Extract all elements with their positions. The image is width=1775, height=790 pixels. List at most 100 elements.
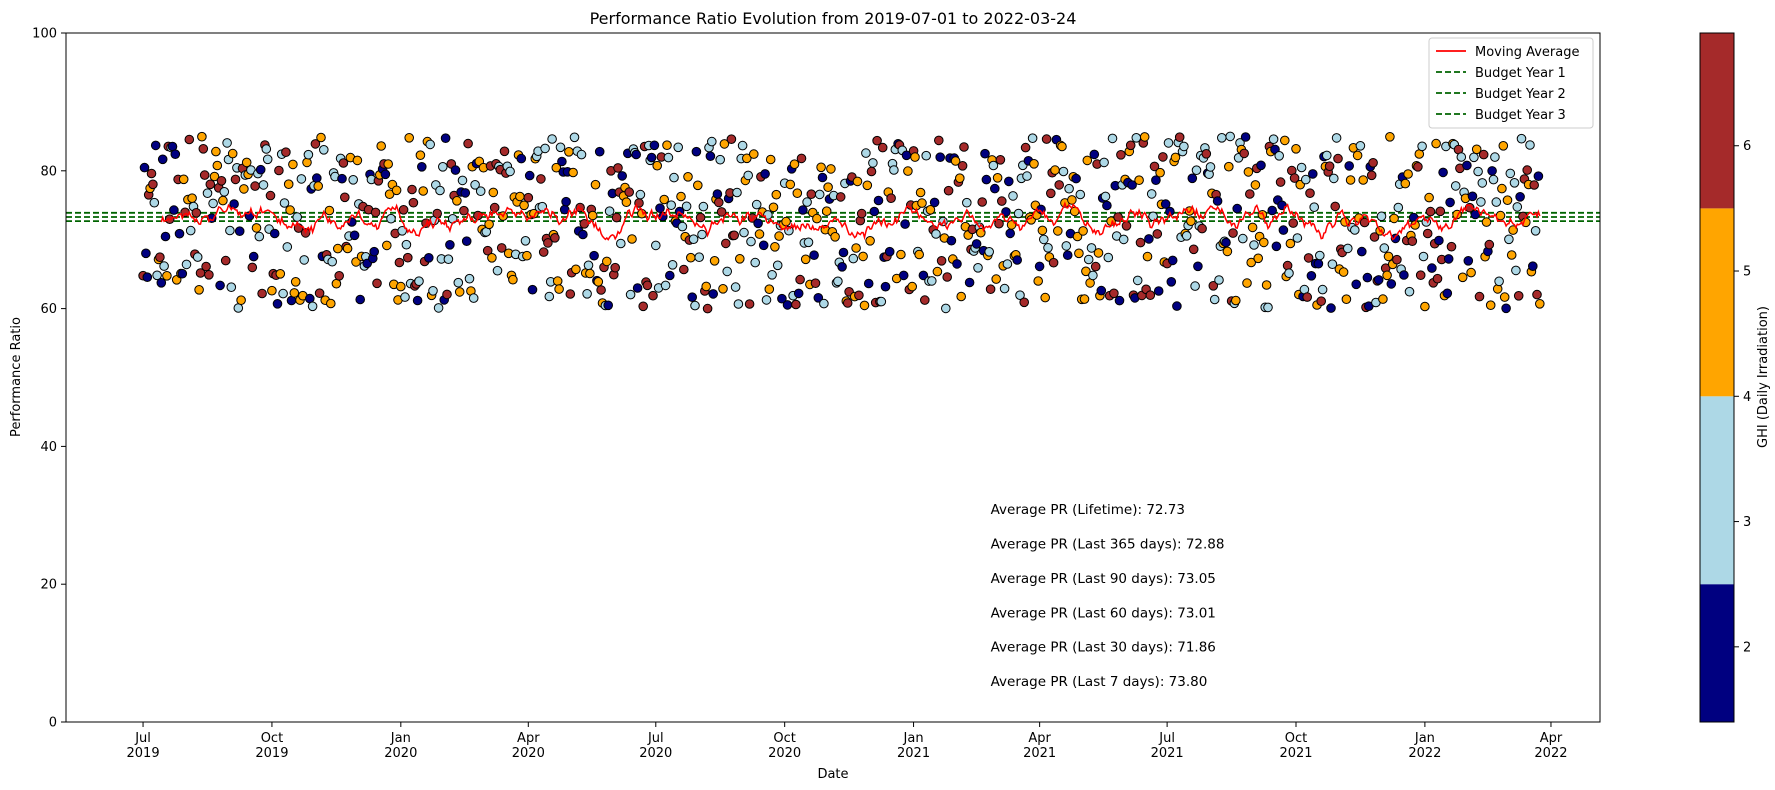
scatter-point — [1232, 203, 1242, 214]
scatter-point — [900, 219, 910, 229]
scatter-point — [667, 260, 678, 270]
scatter-point — [557, 156, 567, 167]
scatter-point — [659, 194, 670, 205]
scatter-point — [1491, 197, 1502, 207]
scatter-point — [765, 154, 776, 165]
scatter-point — [247, 262, 258, 273]
scatter-point — [1190, 281, 1200, 291]
scatter-point — [139, 162, 150, 173]
scatter-point — [814, 189, 825, 200]
x-tick-year: 2021 — [1151, 746, 1184, 761]
x-tick-month: Jan — [1414, 731, 1435, 746]
scatter-point — [838, 247, 849, 258]
scatter-point — [1135, 237, 1146, 248]
colorbar-bin-4 — [1700, 33, 1734, 209]
scatter-point — [1317, 284, 1328, 295]
scatter-point — [1181, 231, 1192, 241]
scatter-point — [632, 283, 643, 293]
scatter-point — [1473, 166, 1483, 177]
scatter-point — [590, 179, 601, 190]
scatter-point — [691, 146, 702, 157]
scatter-point — [1284, 268, 1294, 279]
scatter-point — [1001, 207, 1011, 217]
scatter-point — [616, 238, 626, 249]
y-tick-label: 20 — [40, 578, 57, 593]
scatter-point — [1315, 250, 1325, 261]
scatter-point — [1369, 232, 1380, 242]
scatter-point — [307, 301, 318, 312]
scatter-point — [877, 142, 888, 153]
scatter-point — [1530, 226, 1541, 236]
scatter-point — [1525, 140, 1535, 150]
scatter-point — [342, 243, 353, 254]
scatter-point — [1478, 149, 1489, 160]
scatter-point — [489, 202, 500, 213]
scatter-point — [1302, 292, 1312, 302]
scatter-point — [184, 134, 195, 145]
plot-frame — [65, 32, 1601, 723]
scatter-point — [886, 193, 896, 203]
scatter-point — [611, 212, 622, 223]
scatter-point — [1442, 288, 1453, 299]
scatter-point — [918, 270, 929, 281]
scatter-point — [1463, 256, 1474, 266]
scatter-point — [156, 278, 167, 288]
scatter-point — [215, 280, 225, 291]
scatter-point — [1013, 208, 1024, 219]
scatter-point — [424, 252, 434, 263]
scatter-point — [157, 154, 168, 165]
scatter-point — [785, 179, 796, 190]
scatter-point — [1132, 275, 1143, 286]
scatter-point — [1208, 281, 1219, 291]
scatter-point — [1413, 162, 1423, 172]
scatter-point — [1393, 202, 1404, 213]
scatter-point — [1285, 238, 1296, 249]
scatter-point — [1484, 239, 1495, 250]
scatter-point — [1502, 195, 1513, 205]
scatter-point — [508, 274, 518, 285]
scatter-point — [1160, 199, 1171, 209]
scatter-point — [1326, 303, 1336, 313]
scatter-point — [610, 262, 621, 273]
scatter-point — [376, 141, 387, 151]
scatter-point — [398, 205, 409, 215]
scatter-point — [543, 238, 553, 248]
x-tick-month: Apr — [1540, 731, 1563, 746]
scatter-point — [1188, 244, 1199, 255]
scatter-point — [719, 139, 730, 149]
scatter-point — [698, 201, 709, 212]
scatter-point — [1267, 205, 1277, 216]
scatter-point — [1366, 170, 1377, 181]
scatter-point — [1357, 246, 1367, 257]
scatter-point — [1301, 174, 1311, 185]
scatter-point — [261, 144, 272, 154]
scatter-point — [352, 155, 363, 166]
scatter-point — [1513, 291, 1524, 301]
scatter-point — [292, 212, 303, 222]
scatter-point — [981, 174, 992, 185]
scatter-point — [602, 256, 612, 267]
scatter-point — [564, 147, 574, 157]
scatter-point — [872, 135, 882, 146]
scatter-point — [523, 192, 534, 203]
scatter-point — [1494, 276, 1504, 287]
pr-annotation-6: Average PR (Last 7 days): 73.80 — [991, 674, 1208, 690]
scatter-point — [743, 170, 754, 181]
scatter-point — [205, 179, 216, 190]
scatter-point — [370, 207, 381, 218]
scatter-point — [1253, 253, 1263, 264]
scatter-point — [146, 168, 157, 179]
scatter-point — [333, 243, 343, 254]
scatter-point — [681, 201, 692, 212]
scatter-point — [1072, 231, 1083, 242]
scatter-point — [959, 142, 969, 152]
colorbar-tick-label: 5 — [1743, 265, 1751, 280]
scatter-point — [255, 164, 266, 175]
scatter-point — [254, 231, 265, 242]
scatter-point — [229, 199, 239, 209]
scatter-point — [690, 300, 700, 311]
scatter-point — [760, 169, 770, 179]
scatter-point — [408, 197, 419, 208]
scatter-point — [303, 149, 314, 160]
scatter-point — [1139, 132, 1150, 142]
